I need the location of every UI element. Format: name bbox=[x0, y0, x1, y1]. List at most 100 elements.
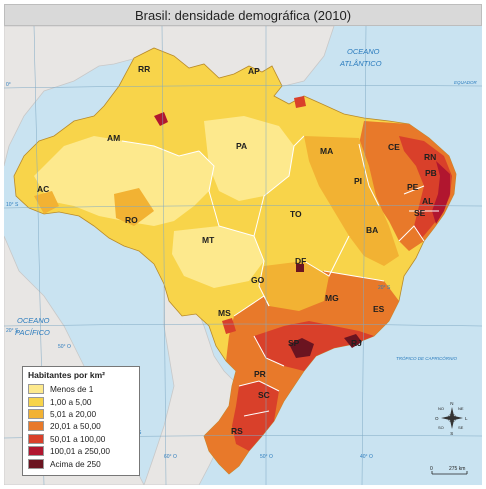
state-label-sp: SP bbox=[288, 338, 300, 348]
df-dark bbox=[296, 264, 304, 272]
compass-n: N bbox=[450, 401, 453, 406]
ocean-atlantic-line2: ATLÂNTICO bbox=[339, 59, 382, 68]
state-label-ap: AP bbox=[248, 66, 260, 76]
lon-50w-label: 50° O bbox=[260, 454, 273, 460]
legend-swatch bbox=[28, 421, 44, 432]
scale-zero: 0 bbox=[430, 466, 433, 472]
state-label-pe: PE bbox=[407, 182, 419, 192]
map-area: OCEANO ATLÂNTICO OCEANO PACÍFICO EQUADOR… bbox=[4, 26, 482, 485]
map-svg: OCEANO ATLÂNTICO OCEANO PACÍFICO EQUADOR… bbox=[4, 26, 482, 485]
manaus-dark bbox=[154, 112, 168, 126]
compass-l: L bbox=[465, 416, 468, 421]
compass-se: SE bbox=[458, 425, 464, 430]
goias-zone bbox=[259, 261, 329, 311]
legend-swatch bbox=[28, 396, 44, 407]
state-label-ce: CE bbox=[388, 142, 400, 152]
legend-item: 20,01 a 50,00 bbox=[28, 420, 134, 432]
compass-o: O bbox=[435, 416, 439, 421]
low-density-amazon bbox=[34, 136, 214, 226]
legend-swatch bbox=[28, 433, 44, 444]
ac-orange bbox=[34, 191, 59, 214]
legend-item: 5,01 a 20,00 bbox=[28, 408, 134, 420]
state-label-mt: MT bbox=[202, 235, 215, 245]
compass-rose: N NE L SE S SO O NO bbox=[435, 401, 468, 436]
lon-60w-label: 60° O bbox=[164, 454, 177, 460]
state-label-mg: MG bbox=[325, 293, 339, 303]
legend-swatch bbox=[28, 408, 44, 419]
legend-item: Menos de 1 bbox=[28, 383, 134, 395]
compass-so: SO bbox=[438, 425, 444, 430]
map-title-bar: Brasil: densidade demográfica (2010) bbox=[4, 4, 482, 26]
southeast-red bbox=[254, 321, 374, 371]
tropic-label: TRÓPICO DE CAPRICÓRNIO bbox=[396, 355, 458, 361]
legend-label: Menos de 1 bbox=[50, 384, 94, 395]
state-label-ma: MA bbox=[320, 146, 333, 156]
legend-label: 100,01 a 250,00 bbox=[50, 446, 110, 457]
state-label-rj: RJ bbox=[351, 338, 362, 348]
graticule bbox=[4, 26, 482, 485]
legend-label: 1,00 a 5,00 bbox=[50, 396, 92, 407]
legend-item: Acima de 250 bbox=[28, 457, 134, 469]
northeast-inner bbox=[304, 136, 399, 266]
belem-red bbox=[294, 96, 306, 108]
state-label-go: GO bbox=[251, 275, 265, 285]
rj-dark bbox=[344, 334, 362, 348]
legend-label: 50,01 a 100,00 bbox=[50, 433, 106, 444]
state-label-pb: PB bbox=[425, 168, 437, 178]
state-label-df: DF bbox=[295, 256, 306, 266]
state-label-pr: PR bbox=[254, 369, 266, 379]
lat-20s-left-label: 20° S bbox=[6, 328, 19, 334]
ocean-atlantic-line1: OCEANO bbox=[347, 47, 380, 56]
scale-bar: 0 275 km bbox=[430, 466, 468, 475]
state-label-ac: AC bbox=[37, 184, 49, 194]
lon-50w-top-label: 50° O bbox=[58, 344, 71, 350]
legend-label: Acima de 250 bbox=[50, 458, 101, 469]
state-borders bbox=[121, 135, 439, 417]
state-label-to: TO bbox=[290, 209, 302, 219]
legend-label: 5,01 a 20,00 bbox=[50, 408, 97, 419]
legend-title: Habitantes por km² bbox=[28, 370, 105, 380]
legend-swatch bbox=[28, 446, 44, 457]
state-label-ms: MS bbox=[218, 308, 231, 318]
equator-label: EQUADOR bbox=[454, 80, 478, 85]
map-title: Brasil: densidade demográfica (2010) bbox=[134, 7, 352, 23]
lat-0-label: 0° bbox=[6, 82, 11, 88]
legend-item: 1,00 a 5,00 bbox=[28, 395, 134, 407]
ocean-pacific-line2: PACÍFICO bbox=[15, 328, 50, 337]
state-label-am: AM bbox=[107, 133, 120, 143]
state-label-rr: RR bbox=[138, 64, 150, 74]
state-label-rn: RN bbox=[424, 152, 436, 162]
state-label-rs: RS bbox=[231, 426, 243, 436]
lat-20s-right-label: 20° S bbox=[378, 285, 391, 291]
sp-dark bbox=[289, 338, 314, 358]
state-labels: RR AP AM PA MA CE RN PB PE AL SE PI BA T… bbox=[37, 64, 437, 436]
lat-10s-label: 10° S bbox=[6, 202, 19, 208]
legend-swatch bbox=[28, 458, 44, 469]
legend-item: 50,01 a 100,00 bbox=[28, 433, 134, 445]
state-label-pi: PI bbox=[354, 176, 362, 186]
low-density-para bbox=[204, 116, 294, 201]
state-label-ba: BA bbox=[366, 225, 378, 235]
northeast-coast-dark bbox=[432, 161, 450, 224]
legend-label: 20,01 a 50,00 bbox=[50, 421, 101, 432]
low-density-mt bbox=[172, 226, 264, 288]
legend-swatch bbox=[28, 384, 44, 395]
scale-distance: 275 km bbox=[449, 466, 465, 472]
state-label-sc: SC bbox=[258, 390, 270, 400]
state-label-se: SE bbox=[414, 208, 426, 218]
compass-ne: NE bbox=[458, 406, 464, 411]
ms-red bbox=[222, 318, 236, 334]
legend: Habitantes por km² Menos de 1 1,00 a 5,0… bbox=[22, 366, 140, 476]
ocean-pacific-line1: OCEANO bbox=[17, 316, 50, 325]
legend-item: 100,01 a 250,00 bbox=[28, 445, 134, 457]
state-label-al: AL bbox=[422, 196, 433, 206]
state-label-es: ES bbox=[373, 304, 385, 314]
state-label-ro: RO bbox=[125, 215, 138, 225]
lon-40w-label: 40° O bbox=[360, 454, 373, 460]
compass-no: NO bbox=[438, 406, 444, 411]
compass-s: S bbox=[450, 431, 453, 436]
south-red bbox=[232, 381, 279, 451]
ro-orange bbox=[114, 188, 154, 226]
state-label-pa: PA bbox=[236, 141, 247, 151]
